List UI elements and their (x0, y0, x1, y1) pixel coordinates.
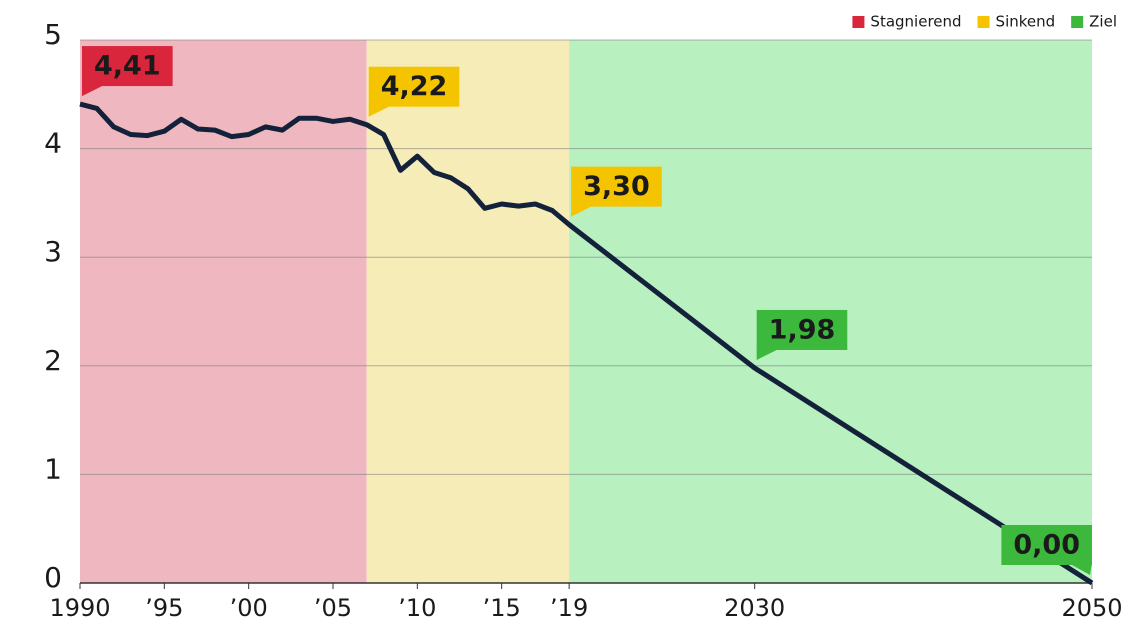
legend-label: Stagnierend (870, 13, 961, 31)
x-tick-label: ’10 (398, 594, 436, 622)
annotation: 4,41 (82, 46, 173, 97)
x-tick-label: ’95 (145, 594, 183, 622)
annotation-label: 4,41 (94, 51, 161, 82)
x-tick-label: 2050 (1061, 594, 1122, 622)
annotation: 1,98 (756, 309, 848, 360)
annotation: 0,00 (1001, 525, 1092, 575)
annotation-box (571, 166, 662, 207)
annotation-box (368, 66, 460, 107)
y-tick-label: 0 (44, 561, 62, 594)
region (366, 40, 570, 583)
x-tick-label: 2030 (724, 594, 785, 622)
x-tick-label: ’19 (550, 594, 588, 622)
y-tick-label: 3 (44, 235, 62, 268)
x-tick-label: ’00 (230, 594, 268, 622)
annotation-box (82, 46, 173, 87)
legend-label: Ziel (1089, 13, 1117, 31)
legend-swatch (1071, 16, 1084, 28)
annotation-tail (368, 104, 389, 117)
annotation-label: 3,30 (583, 171, 650, 202)
line (79, 101, 1094, 586)
annotation-label: 1,98 (769, 314, 836, 345)
legend-swatch (852, 16, 865, 28)
annotation-tail (82, 84, 102, 97)
annotation-label: 4,22 (381, 71, 448, 102)
annotation-tail (756, 347, 777, 360)
y-tick-label: 1 (44, 452, 62, 485)
annotation: 3,30 (571, 166, 662, 217)
legend-swatch (977, 16, 990, 28)
y-tick-label: 2 (44, 344, 62, 377)
annotation-box (756, 309, 848, 350)
annotation-tail (1072, 563, 1092, 575)
x-tick-label: ’05 (314, 594, 352, 622)
x-tick-label: 1990 (49, 594, 110, 622)
annotation-tail (571, 204, 592, 217)
legend-label: Sinkend (996, 13, 1056, 31)
x-tick-label: ’15 (483, 594, 521, 622)
y-tick-label: 4 (44, 127, 62, 160)
annotation: 4,22 (368, 66, 460, 117)
annotation-label: 0,00 (1013, 530, 1080, 561)
y-tick-label: 5 (44, 18, 62, 51)
annotation-box (1001, 525, 1092, 565)
